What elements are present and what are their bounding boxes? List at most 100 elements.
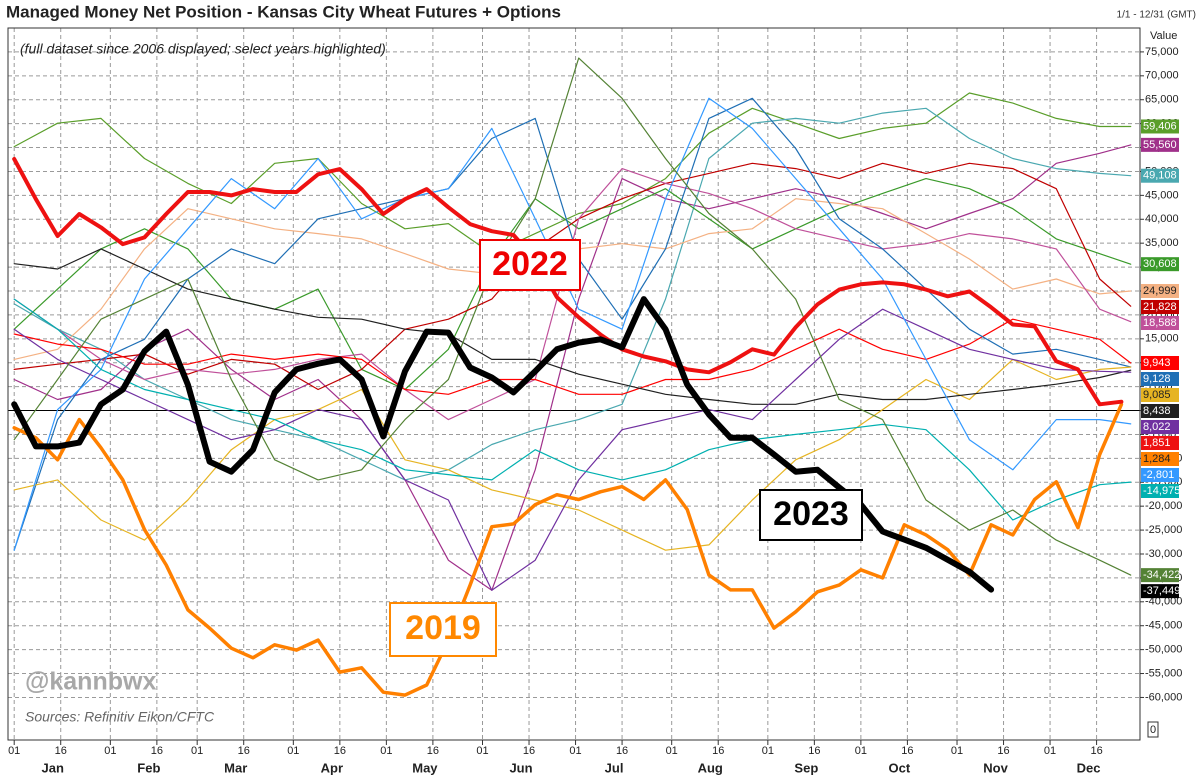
x-tick-label: 16 (427, 745, 439, 757)
month-label: Feb (137, 760, 160, 775)
month-label: Apr (321, 760, 343, 775)
end-tag-label: 55,560 (1143, 139, 1177, 151)
watermark: @kannbwx (25, 668, 156, 696)
y-tick-label: 35,000 (1145, 237, 1179, 249)
month-label: Oct (889, 760, 911, 775)
x-tick-label: 01 (951, 745, 963, 757)
chart-title: Managed Money Net Position - Kansas City… (6, 2, 561, 21)
end-tag (1141, 316, 1179, 331)
y-tick-label: -50,000 (1145, 644, 1182, 656)
y-tick-label: 15,000 (1145, 333, 1179, 345)
y-tick-label: -40,000 (1145, 596, 1182, 608)
subtitle: (full dataset since 2006 displayed; sele… (20, 41, 386, 57)
x-tick-label: 16 (901, 745, 913, 757)
x-tick-label: 16 (808, 745, 820, 757)
y-axis-label: Value (1150, 30, 1177, 42)
y-tick-label: -20,000 (1145, 500, 1182, 512)
y-tick-label: 65,000 (1145, 94, 1179, 106)
series-line (11, 296, 995, 593)
series-line (13, 168, 1132, 421)
end-tag (1141, 451, 1179, 466)
month-label: Jul (605, 760, 624, 775)
series-line (13, 298, 1132, 521)
y-tick-label: -45,000 (1145, 620, 1182, 632)
end-tag (1141, 119, 1179, 134)
annotation-2019: 2019 (389, 602, 497, 657)
x-tick-label: 01 (287, 745, 299, 757)
x-tick-label: 01 (380, 745, 392, 757)
series-line (13, 107, 1132, 481)
end-tag (1141, 137, 1179, 152)
month-label: Dec (1077, 760, 1101, 775)
x-tick-label: 16 (712, 745, 724, 757)
month-label: Aug (698, 760, 723, 775)
y-tick-label: 70,000 (1145, 70, 1179, 82)
series-line (13, 248, 1132, 405)
x-tick-label: 01 (1044, 745, 1056, 757)
end-tag-label: 49,108 (1143, 170, 1177, 182)
series-line (13, 144, 1132, 591)
series-line (13, 57, 1132, 576)
y-tick-label: -55,000 (1145, 667, 1182, 679)
annotation-box (759, 489, 863, 541)
x-tick-label: 16 (238, 745, 250, 757)
y-tick-label: -25,000 (1145, 524, 1182, 536)
y-tick-label: -30,000 (1145, 548, 1182, 560)
x-tick-label: 16 (1090, 745, 1102, 757)
end-tag-label: -2,801 (1143, 469, 1174, 481)
end-tag (1141, 584, 1179, 599)
end-tag (1141, 419, 1179, 434)
series-line (12, 157, 1124, 407)
series-line (13, 318, 1132, 395)
end-tag-label: 24,999 (1143, 285, 1177, 297)
x-tick-label: 01 (855, 745, 867, 757)
y-tick-label: 45,000 (1145, 189, 1179, 201)
series-line (13, 358, 1132, 551)
x-tick-label: 16 (616, 745, 628, 757)
end-tag (1141, 467, 1179, 482)
annotation-text: 2023 (773, 495, 849, 533)
annotation-2022: 2022 (479, 239, 581, 291)
x-tick-label: 16 (997, 745, 1009, 757)
end-tag (1141, 257, 1179, 272)
end-tag-label: 21,828 (1143, 301, 1177, 313)
month-label: May (412, 760, 438, 775)
x-tick-label: 01 (104, 745, 116, 757)
x-tick-label: 01 (762, 745, 774, 757)
corner-box (1147, 721, 1159, 738)
month-label: Jan (42, 760, 64, 775)
end-tag-label: 9,943 (1143, 357, 1171, 369)
x-tick-label: 01 (8, 745, 20, 757)
y-tick-label: -60,000 (1145, 691, 1182, 703)
end-tag (1141, 371, 1179, 386)
x-tick-label: 16 (334, 745, 346, 757)
end-tag-label: -34,422 (1143, 569, 1180, 581)
end-tag (1141, 403, 1179, 418)
end-tag-label: -37,449 (1143, 585, 1180, 597)
month-label: Jun (509, 760, 532, 775)
y-tick-label: 75,000 (1145, 46, 1179, 58)
end-tag (1141, 284, 1179, 299)
annotation-box (389, 602, 497, 657)
annotation-2023: 2023 (759, 489, 863, 541)
annotation-text: 2019 (405, 609, 481, 647)
series-line (12, 402, 1124, 697)
month-label: Nov (983, 760, 1008, 775)
end-tag-label: 9,085 (1143, 389, 1171, 401)
end-tag-label: 18,588 (1143, 317, 1177, 329)
annotation-text: 2022 (492, 245, 568, 283)
source: Sources: Refinitiv Eikon/CFTC (25, 709, 215, 725)
annotation-box (479, 239, 581, 291)
end-tag (1141, 435, 1179, 450)
corner-label: 0 (1150, 724, 1156, 736)
end-tag-label: 8,438 (1143, 405, 1171, 417)
date-range: 1/1 - 12/31 (GMT) (1117, 10, 1196, 21)
end-tag-label: 9,128 (1143, 373, 1171, 385)
x-tick-label: 16 (523, 745, 535, 757)
series-line (13, 97, 1132, 551)
end-tag (1141, 168, 1179, 183)
x-tick-label: 01 (569, 745, 581, 757)
end-tags: 59,406 55,560 49,108 30,608 24,999 21,828 18,5… (1141, 119, 1180, 599)
plot-frame (7, 27, 1141, 741)
